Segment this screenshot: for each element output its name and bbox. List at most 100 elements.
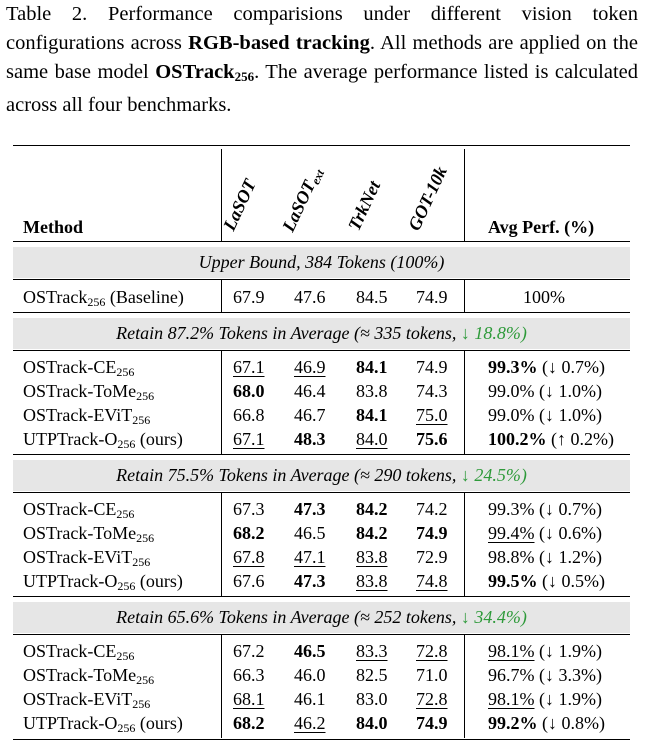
row-method: OSTrack-EViT256 [23, 689, 151, 711]
g3-vline-right [464, 635, 465, 738]
row-got: 74.9 [416, 713, 448, 733]
table-row: OSTrack-EViT256 68.1 46.1 83.0 72.8 98.1… [13, 687, 630, 711]
row-trknet: 83.8 [356, 547, 388, 567]
row-lasotext: 46.1 [294, 689, 326, 709]
row-trknet: 83.8 [356, 571, 388, 591]
row-trknet: 84.1 [356, 405, 388, 425]
band-retain-87: Retain 87.2% Tokens in Average (≈ 335 to… [13, 318, 630, 349]
row-lasot: 68.2 [233, 713, 265, 733]
row-trknet: 84.2 [356, 499, 388, 519]
row-lasot: 67.3 [233, 499, 265, 519]
baseline-vline-right [464, 280, 465, 312]
row-method: OSTrack-ToMe256 [23, 381, 155, 403]
row-trknet: 84.0 [356, 713, 388, 733]
row-lasotext: 47.6 [294, 287, 326, 307]
row-lasot: 67.8 [233, 547, 265, 567]
row-lasot: 66.8 [233, 405, 265, 425]
caption-prefix: Table 2. [6, 3, 88, 25]
header-lasotext: LaSOText [278, 167, 328, 235]
row-method: UTPTrack-O256 (ours) [23, 429, 183, 451]
row-avg: 98.1% (↓ 1.9%) [488, 641, 602, 661]
row-method: UTPTrack-O256 (ours) [23, 571, 183, 593]
row-avg: 98.1% (↓ 1.9%) [488, 689, 602, 709]
row-got: 74.3 [416, 381, 448, 401]
table-row: UTPTrack-O256 (ours) 67.1 48.3 84.0 75.6… [13, 427, 630, 451]
row-lasot: 66.3 [233, 665, 265, 685]
table-row: OSTrack-ToMe256 68.0 46.4 83.8 74.3 99.0… [13, 379, 630, 403]
header-method: Method [23, 217, 83, 237]
row-method: OSTrack-CE256 [23, 499, 135, 521]
row-lasot: 67.2 [233, 641, 265, 661]
table-top-rule [13, 145, 630, 146]
row-avg: 99.3% (↓ 0.7%) [488, 357, 605, 377]
row-got: 71.0 [416, 665, 448, 685]
row-lasotext: 46.4 [294, 381, 326, 401]
table-caption: Table 2. Performance comparisions under … [6, 0, 638, 120]
row-trknet: 82.5 [356, 665, 388, 685]
row-trknet: 84.2 [356, 523, 388, 543]
g1-vline-right [464, 351, 465, 454]
rule-after-baseline [13, 312, 630, 313]
row-avg: 99.4% (↓ 0.6%) [488, 523, 602, 543]
row-lasot: 67.1 [233, 429, 265, 449]
row-avg: 99.0% (↓ 1.0%) [488, 381, 602, 401]
row-lasot: 68.0 [233, 381, 265, 401]
band-retain-75: Retain 75.5% Tokens in Average (≈ 290 to… [13, 460, 630, 491]
table-row: OSTrack-EViT256 67.8 47.1 83.8 72.9 98.8… [13, 545, 630, 569]
row-avg: 100.2% (↑ 0.2%) [488, 429, 614, 449]
row-lasotext: 47.3 [294, 571, 326, 591]
row-method: UTPTrack-O256 (ours) [23, 713, 183, 735]
row-got: 74.8 [416, 571, 448, 591]
caption-bold-1: RGB-based tracking [188, 32, 370, 54]
header-avg-perf: Avg Perf. (%) [488, 217, 595, 237]
row-lasotext: 47.3 [294, 499, 326, 519]
rule-after-g2 [13, 596, 630, 597]
rule-after-g1 [13, 454, 630, 455]
row-avg: 100% [523, 287, 565, 307]
row-avg: 99.0% (↓ 1.0%) [488, 405, 602, 425]
g3-vline-left [221, 635, 222, 738]
row-got: 75.6 [416, 429, 448, 449]
table-row: OSTrack-ToMe256 68.2 46.5 84.2 74.9 99.4… [13, 521, 630, 545]
header-rule [13, 241, 630, 242]
row-avg: 99.5% (↓ 0.5%) [488, 571, 605, 591]
row-trknet: 84.5 [356, 287, 388, 307]
row-lasot: 68.1 [233, 689, 265, 709]
row-lasot: 67.1 [233, 357, 265, 377]
caption-bold-2: OSTrack256 [155, 61, 255, 84]
table-row: OSTrack256 (Baseline) 67.9 47.6 84.5 74.… [13, 285, 630, 309]
row-trknet: 83.8 [356, 381, 388, 401]
table-row: UTPTrack-O256 (ours) 68.2 46.2 84.0 74.9… [13, 711, 630, 735]
rule-after-upper [13, 279, 630, 280]
row-got: 74.2 [416, 499, 448, 519]
band-retain-65: Retain 65.6% Tokens in Average (≈ 252 to… [13, 602, 630, 633]
row-got: 72.8 [416, 689, 448, 709]
header-got10k: GOT-10k [403, 163, 451, 234]
table-row: OSTrack-EViT256 66.8 46.7 84.1 75.0 99.0… [13, 403, 630, 427]
caption-text-3: . The average performance listed is calc… [6, 61, 638, 116]
rule-after-band-65 [13, 634, 630, 635]
table-row: OSTrack-CE256 67.1 46.9 84.1 74.9 99.3% … [13, 355, 630, 379]
row-trknet: 83.3 [356, 641, 388, 661]
row-got: 72.8 [416, 641, 448, 661]
row-lasotext: 46.5 [294, 641, 326, 661]
row-method: OSTrack-ToMe256 [23, 665, 155, 687]
g2-vline-left [221, 493, 222, 596]
row-got: 74.9 [416, 287, 448, 307]
row-lasot: 68.2 [233, 523, 265, 543]
row-method: OSTrack256 (Baseline) [23, 287, 184, 309]
row-avg: 99.3% (↓ 0.7%) [488, 499, 602, 519]
g2-vline-right [464, 493, 465, 596]
g1-vline-left [221, 351, 222, 454]
header-trknet: TrkNet [343, 177, 385, 234]
row-avg: 99.2% (↓ 0.8%) [488, 713, 605, 733]
table-row: UTPTrack-O256 (ours) 67.6 47.3 83.8 74.8… [13, 569, 630, 593]
table-row: OSTrack-CE256 67.2 46.5 83.3 72.8 98.1% … [13, 639, 630, 663]
row-lasotext: 46.9 [294, 357, 326, 377]
row-avg: 96.7% (↓ 3.3%) [488, 665, 602, 685]
table-row: OSTrack-CE256 67.3 47.3 84.2 74.2 99.3% … [13, 497, 630, 521]
row-lasotext: 46.7 [294, 405, 326, 425]
table-row: OSTrack-ToMe256 66.3 46.0 82.5 71.0 96.7… [13, 663, 630, 687]
row-got: 74.9 [416, 523, 448, 543]
row-avg: 98.8% (↓ 1.2%) [488, 547, 602, 567]
